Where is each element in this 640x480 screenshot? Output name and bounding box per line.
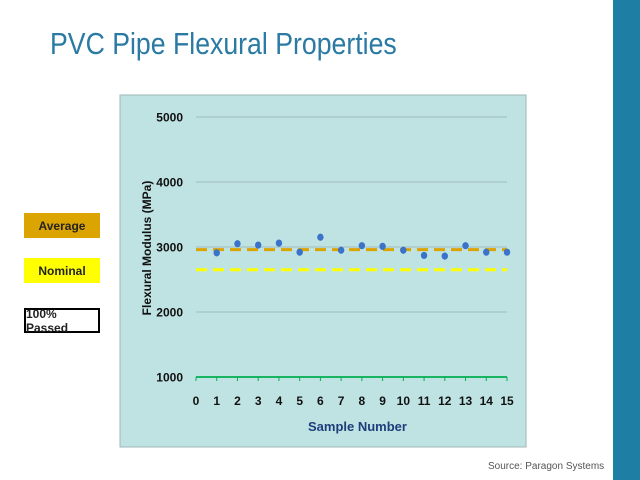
x-tick-label: 3 <box>255 394 262 408</box>
y-tick-label: 3000 <box>156 241 183 255</box>
data-point <box>255 241 262 249</box>
y-tick-label: 5000 <box>156 111 183 125</box>
data-point <box>296 248 303 256</box>
x-tick-label: 10 <box>397 394 411 408</box>
data-point <box>441 252 448 260</box>
x-tick-label: 11 <box>418 394 431 408</box>
x-tick-label: 8 <box>359 394 366 408</box>
accent-side-bar <box>613 0 640 480</box>
data-point <box>379 242 386 250</box>
data-point <box>400 246 407 254</box>
x-tick-label: 15 <box>500 394 514 408</box>
data-point <box>462 242 469 250</box>
x-tick-label: 4 <box>276 394 283 408</box>
data-point <box>503 248 511 256</box>
data-point <box>275 239 283 247</box>
x-tick-label: 9 <box>379 394 386 408</box>
data-point <box>337 246 345 254</box>
x-axis-title: Sample Number <box>308 419 407 434</box>
legend-passed: 100% Passed <box>24 307 100 335</box>
data-point <box>317 233 324 241</box>
x-tick-label: 2 <box>234 394 241 408</box>
x-tick-label: 7 <box>338 394 345 408</box>
legend-nominal: Nominal <box>24 258 100 283</box>
x-tick-label: 13 <box>459 394 473 408</box>
data-point <box>234 240 241 248</box>
source-note: Source: Paragon Systems <box>488 461 605 472</box>
y-tick-label: 1000 <box>156 371 183 385</box>
data-point <box>483 248 490 256</box>
legend-average: Average <box>24 213 100 238</box>
data-point <box>358 242 366 250</box>
slide-title: PVC Pipe Flexural Properties <box>50 26 397 61</box>
x-tick-label: 1 <box>213 394 220 408</box>
data-point <box>420 251 428 260</box>
x-tick-label: 6 <box>317 394 324 408</box>
x-tick-label: 14 <box>480 394 494 408</box>
data-point <box>213 249 220 257</box>
y-tick-label: 4000 <box>156 176 183 190</box>
x-tick-label: 0 <box>193 394 200 408</box>
y-axis-title: Flexural Modulus (MPa) <box>140 181 154 316</box>
x-tick-label: 5 <box>296 394 303 408</box>
y-tick-label: 2000 <box>156 306 183 320</box>
x-tick-label: 12 <box>438 394 452 408</box>
